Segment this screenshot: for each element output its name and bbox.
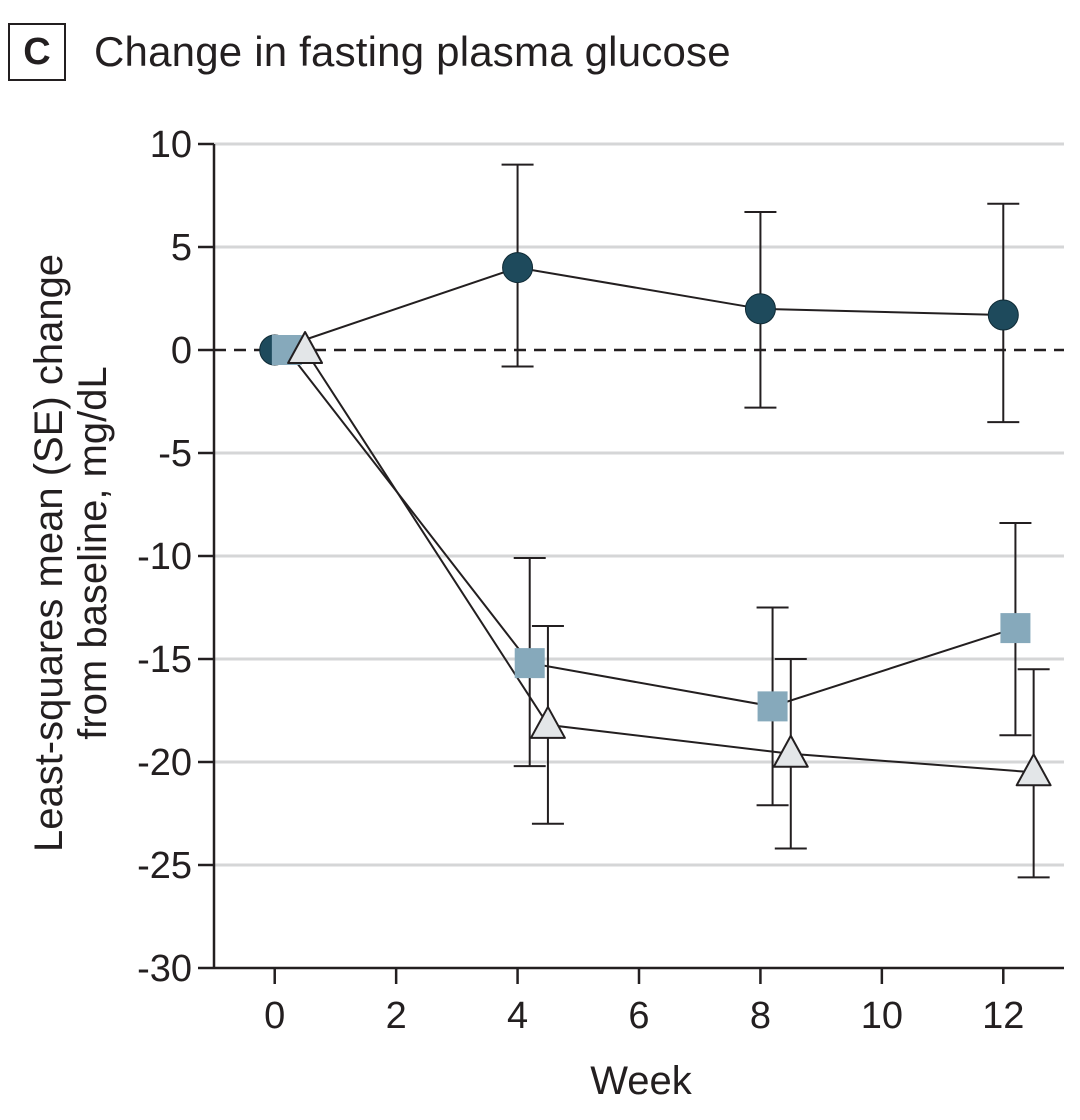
x-axis-title: Week: [590, 1059, 693, 1103]
series-line: [304, 349, 1034, 774]
triangle-point: [287, 331, 324, 364]
y-tick-label: -10: [137, 536, 192, 578]
x-tick-label: 6: [628, 995, 649, 1037]
y-tick-label: -5: [158, 433, 192, 475]
y-tick-label: -30: [137, 948, 192, 990]
x-tick-label: 8: [750, 995, 771, 1037]
x-tick-label: 0: [264, 995, 285, 1037]
triangle-point: [772, 734, 809, 768]
y-tick-label: 0: [171, 330, 192, 372]
y-axis-title-line: Least-squares mean (SE) change: [27, 254, 71, 852]
square-point: [757, 691, 788, 722]
circle-point: [502, 252, 534, 284]
y-tick-label: 5: [171, 227, 192, 269]
axis-labels: 10 5 0 -5 -10 -15 -20 -25 -30 0 2 4 6 8 10 12 Week Least-…: [27, 124, 1024, 1103]
y-tick-label: -15: [137, 639, 192, 681]
x-tick-label: 4: [507, 995, 528, 1037]
panel-letter: C: [8, 23, 66, 81]
square-point: [1000, 613, 1031, 644]
x-tick-label: 10: [861, 995, 903, 1037]
y-tick-label: -25: [137, 845, 192, 887]
y-axis-title-line: from baseline, mg/dL: [71, 366, 115, 740]
triangle-point: [1015, 753, 1052, 787]
y-tick-label: -20: [137, 742, 192, 784]
panel-header: C Change in fasting plasma glucose: [8, 20, 731, 84]
series-lines: [274, 266, 1034, 774]
y-tick-label: 10: [150, 124, 192, 166]
circle-point: [744, 293, 776, 325]
x-tick-label: 12: [982, 995, 1024, 1037]
error-bars: [501, 163, 1050, 879]
square-point: [514, 648, 545, 679]
triangle-point: [529, 705, 566, 739]
axes: [198, 142, 1064, 984]
chart-title: Change in fasting plasma glucose: [94, 28, 731, 75]
x-tick-label: 2: [386, 995, 407, 1037]
circle-point: [987, 299, 1019, 331]
series-line: [274, 266, 1004, 351]
series-line: [286, 349, 1016, 708]
data-points: [259, 252, 1052, 787]
grid-lines: [214, 142, 1064, 867]
y-axis-title: Least-squares mean (SE) changefrom basel…: [27, 254, 115, 852]
